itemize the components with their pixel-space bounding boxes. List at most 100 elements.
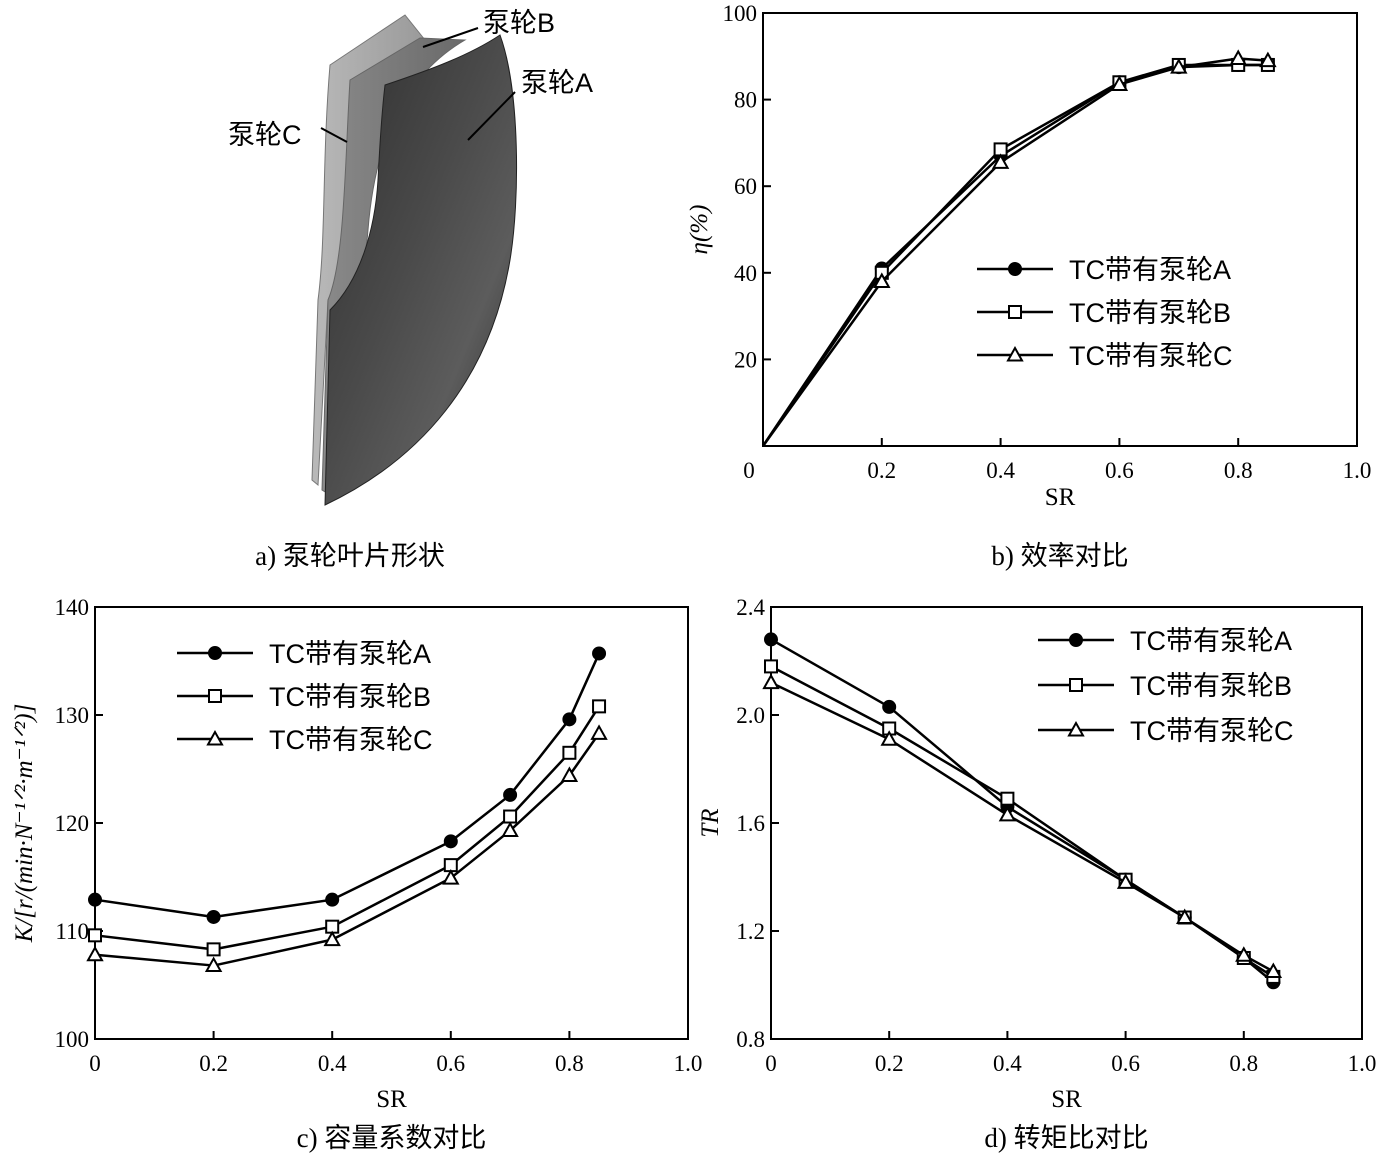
data-point (764, 632, 778, 647)
blade-illustration: 泵轮B 泵轮A 泵轮C a) 泵轮叶片形状 (228, 8, 593, 571)
x-tick-label: 0.8 (1229, 1051, 1258, 1076)
y-tick-label: 120 (55, 811, 90, 836)
data-point (206, 942, 221, 957)
series-circle (88, 646, 607, 924)
legend-marker (1008, 262, 1022, 276)
series-triangle (762, 673, 1283, 978)
data-point (1110, 75, 1129, 91)
y-tick-label: 1.2 (736, 919, 765, 944)
x-tick-label: 1.0 (1343, 458, 1372, 483)
data-point (501, 821, 519, 838)
legend-marker (1069, 633, 1083, 647)
legend-label: TC带有泵轮A (269, 639, 431, 669)
y-tick-label: 2.0 (736, 703, 765, 728)
x-tick-label: 0 (89, 1051, 101, 1076)
chart-caption: d) 转矩比对比 (984, 1123, 1148, 1153)
chart-capacity: 0 0.2 0.4 0.6 0.8 1.0 100 110 120 130 140 SR K/[r/(m… (11, 595, 702, 1153)
x-tick-label: 0.4 (986, 458, 1015, 483)
series-line (770, 665, 1275, 978)
y-tick-label: 20 (734, 347, 757, 372)
data-point (503, 809, 518, 824)
y-tick-label: 60 (734, 174, 757, 199)
blade-a-shape (324, 34, 518, 506)
data-point (88, 892, 102, 907)
data-point (1175, 908, 1194, 924)
blade-a-leader (467, 91, 516, 141)
y-tick-label: 110 (55, 919, 89, 944)
x-axis-label: SR (1045, 484, 1076, 511)
y-axis-label: η(%) (686, 205, 713, 255)
x-tick-label: 0.8 (1224, 458, 1253, 483)
data-point (1170, 58, 1188, 74)
y-tick-label: 100 (55, 1027, 90, 1052)
data-point (590, 724, 608, 740)
x-tick-label: 0.2 (875, 1051, 904, 1076)
x-tick-label: 0.6 (436, 1051, 465, 1076)
y-axis-label: K/[r/(min·N⁻¹ᐟ²·m⁻¹ᐟ²)] (11, 704, 38, 944)
series-circle (761, 57, 1275, 447)
x-tick-label: 0.8 (555, 1051, 584, 1076)
blade-b-leader (422, 27, 479, 48)
x-tick-label: 0.4 (993, 1051, 1022, 1076)
series-square (761, 57, 1275, 447)
legend-label: TC带有泵轮B (269, 682, 431, 712)
x-axis-label: SR (376, 1086, 407, 1113)
y-tick-label: 40 (734, 261, 757, 286)
data-point (592, 699, 607, 714)
data-point (88, 928, 102, 943)
y-axis-label: TR (697, 808, 724, 837)
legend-marker (1069, 678, 1083, 692)
chart-caption: c) 容量系数对比 (297, 1123, 487, 1153)
legend-label: TC带有泵轮B (1069, 298, 1231, 328)
blade-b-label: 泵轮B (483, 8, 555, 38)
series-line (761, 57, 1268, 447)
chart-caption: b) 效率对比 (991, 541, 1128, 571)
data-point (1229, 49, 1247, 65)
data-point (562, 745, 577, 760)
x-tick-label: 0.4 (318, 1051, 347, 1076)
data-point (1235, 946, 1253, 962)
y-tick-label: 1.6 (736, 811, 765, 836)
y-tick-label: 80 (734, 88, 757, 113)
x-axis-label: SR (1051, 1086, 1082, 1113)
data-point (991, 153, 1010, 169)
data-point (560, 766, 579, 782)
legend-marker (208, 646, 222, 660)
series-square (764, 659, 1281, 984)
y-tick-label: 140 (55, 595, 90, 620)
blade-c-leader (320, 127, 348, 143)
x-tick-label: 0 (743, 458, 755, 483)
legend-label: TC带有泵轮B (1130, 671, 1292, 701)
data-point (204, 956, 223, 973)
data-point (562, 712, 577, 727)
data-point (86, 945, 104, 962)
legend-label: TC带有泵轮C (1069, 341, 1233, 371)
data-point (442, 869, 460, 885)
plot-frame (94, 606, 689, 1040)
blade-caption: a) 泵轮叶片形状 (255, 541, 445, 571)
legend: TC带有泵轮A TC带有泵轮B TC带有泵轮C (177, 639, 433, 755)
plot-frame (762, 12, 1358, 447)
x-tick-label: 0.2 (867, 458, 896, 483)
data-point (1264, 962, 1283, 978)
data-point (592, 646, 607, 661)
legend-marker (1008, 305, 1022, 319)
legend-marker (208, 689, 222, 703)
data-point (998, 805, 1017, 822)
blade-a-label: 泵轮A (521, 68, 593, 98)
chart-panels: 0 0.2 0.4 0.6 0.8 1.0 20 40 60 80 100 SR η(%) b) 效率对比… (11, 1, 1376, 1153)
data-point (762, 673, 780, 690)
x-tick-label: 0.6 (1111, 1051, 1140, 1076)
data-point (873, 272, 891, 288)
legend-marker (206, 729, 224, 746)
y-tick-label: 100 (723, 1, 758, 26)
data-point (882, 699, 897, 714)
data-point (206, 909, 221, 924)
x-tick-label: 0 (765, 1051, 777, 1076)
chart-efficiency: 0 0.2 0.4 0.6 0.8 1.0 20 40 60 80 100 SR η(%) b) 效率对比… (686, 1, 1371, 571)
data-point (325, 892, 340, 907)
chart-torque_ratio: 0 0.2 0.4 0.6 0.8 1.0 0.8 1.2 1.6 2.0 2.4 SR TR d) 转矩… (697, 595, 1376, 1153)
legend: TC带有泵轮A TC带有泵轮B TC带有泵轮C (1038, 626, 1294, 746)
legend-label: TC带有泵轮A (1130, 626, 1292, 656)
